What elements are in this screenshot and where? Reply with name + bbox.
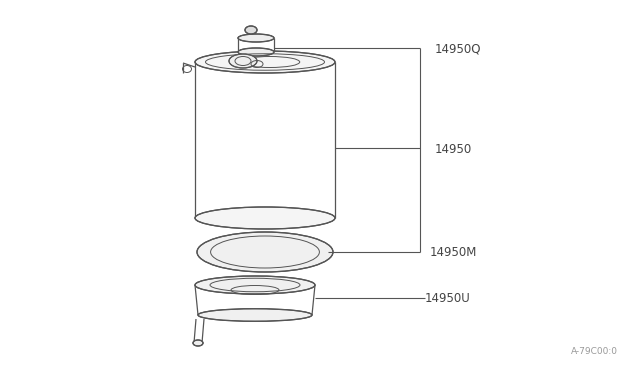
Text: 14950Q: 14950Q: [435, 42, 481, 55]
Text: 14950U: 14950U: [425, 292, 471, 305]
Ellipse shape: [193, 340, 203, 346]
Ellipse shape: [195, 51, 335, 73]
Ellipse shape: [195, 207, 335, 229]
Ellipse shape: [197, 232, 333, 272]
Text: 14950: 14950: [435, 142, 472, 155]
Text: A-79C00:0: A-79C00:0: [571, 347, 618, 356]
Ellipse shape: [238, 48, 274, 56]
Ellipse shape: [229, 54, 257, 68]
Ellipse shape: [245, 26, 257, 34]
Ellipse shape: [238, 34, 274, 42]
Ellipse shape: [195, 276, 315, 294]
Text: 14950M: 14950M: [430, 247, 477, 260]
Ellipse shape: [198, 309, 312, 321]
